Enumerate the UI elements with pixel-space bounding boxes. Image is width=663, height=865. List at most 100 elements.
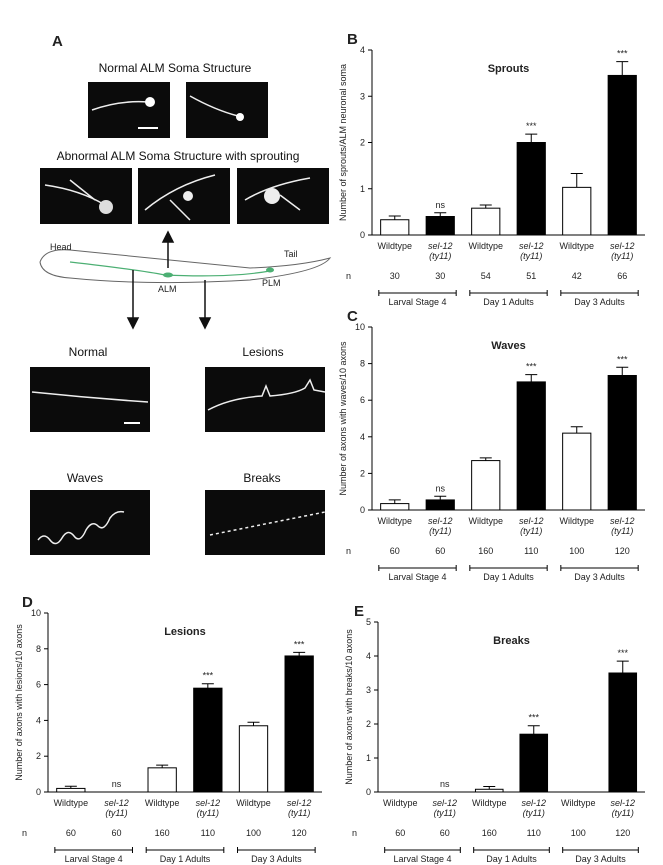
x-tick-label: sel-12 [610,798,635,808]
n-value: 100 [569,546,584,556]
micrograph [30,367,150,432]
x-tick-label: Wildtype [236,798,271,808]
n-label: n [352,828,357,838]
n-value: 60 [440,828,450,838]
bar [607,74,637,236]
n-value: 120 [292,828,307,838]
error-bar [483,786,496,790]
x-tick-label: (ty11) [197,808,219,818]
y-tick-label: 10 [31,608,41,618]
y-tick-label: 1 [366,753,371,763]
x-tick-label: Wildtype [145,798,180,808]
group-bracket [378,565,457,571]
x-tick-label: sel-12 [432,798,457,808]
error-bar [434,212,447,217]
chart-title: Breaks [493,635,530,647]
group-bracket [145,847,225,853]
panel-letter: B [347,31,358,48]
x-tick-label: (ty11) [105,808,127,818]
significance-label: *** [526,362,537,372]
error-bar [527,725,540,735]
x-tick-label: sel-12 [428,241,453,251]
bar [471,207,501,236]
chart-title: Lesions [164,626,206,638]
group-bracket [560,565,639,571]
significance-label: *** [203,671,214,681]
image-title: Lesions [242,345,283,359]
group-bracket [562,847,639,853]
error-bar [525,133,538,143]
n-value: 110 [527,828,541,838]
group-bracket [237,847,316,853]
x-tick-label: Wildtype [561,798,596,808]
significance-label: *** [528,713,539,723]
y-tick-label: 2 [360,468,365,478]
group-label: Day 1 Adults [486,854,537,864]
chart-title: Waves [491,340,525,352]
x-tick-label: Wildtype [468,241,503,251]
bar [193,687,223,793]
x-tick-label: sel-12 [196,798,221,808]
x-tick-label: (ty11) [611,251,633,261]
n-value: 100 [571,828,586,838]
bar [56,787,86,793]
error-bar [525,374,538,382]
n-value: 110 [201,828,215,838]
image-title: Abnormal ALM Soma Structure with sprouti… [57,149,300,163]
plm-cell [266,267,274,273]
group-label: Day 1 Adults [483,297,534,307]
worm-label: Tail [284,249,298,259]
chart-title: Sprouts [488,63,530,75]
bar [516,381,546,511]
neuron [244,177,311,211]
significance-label: ns [435,483,445,493]
micrograph [30,490,150,555]
n-value: 160 [155,828,170,838]
group-bracket [469,290,548,296]
bar [474,788,504,793]
x-tick-label: Wildtype [472,798,507,808]
n-label: n [346,546,351,556]
group-label: Larval Stage 4 [393,854,451,864]
x-tick-label: sel-12 [104,798,129,808]
micrograph [205,367,325,432]
panel-letter: E [354,603,364,620]
panel-letter: C [347,308,358,325]
error-bar [201,683,214,689]
y-tick-label: 0 [366,787,371,797]
panel-letter: A [52,33,63,50]
x-tick-label: (ty11) [434,808,456,818]
neuron [189,95,239,117]
image-title: Normal [69,345,108,359]
axon [31,391,149,403]
alm-cell [163,272,173,278]
group-bracket [54,847,133,853]
image-title: Waves [67,471,103,485]
y-tick-label: 0 [360,230,365,240]
error-bar [479,457,492,461]
image-title: Normal ALM Soma Structure [99,61,252,75]
group-label: Day 1 Adults [160,854,211,864]
n-value: 120 [615,546,630,556]
bar [519,733,549,793]
y-tick-label: 8 [360,359,365,369]
bar [425,499,455,511]
y-axis-label: Number of axons with lesions/10 axons [14,624,24,781]
group-label: Day 3 Adults [251,854,302,864]
n-value: 110 [524,546,538,556]
y-axis-label: Number of sprouts/ALM neuronal soma [338,64,348,221]
group-label: Day 3 Adults [575,854,626,864]
y-tick-label: 4 [360,432,365,442]
y-tick-label: 10 [355,322,365,332]
bar [607,374,637,511]
significance-label: ns [435,200,445,210]
significance-label: *** [617,49,628,59]
significance-label: *** [526,121,537,131]
bar [471,460,501,511]
neuron [144,174,216,221]
n-value: 42 [572,271,582,281]
error-bar [388,215,401,220]
y-tick-label: 2 [36,751,41,761]
error-bar [293,651,306,656]
